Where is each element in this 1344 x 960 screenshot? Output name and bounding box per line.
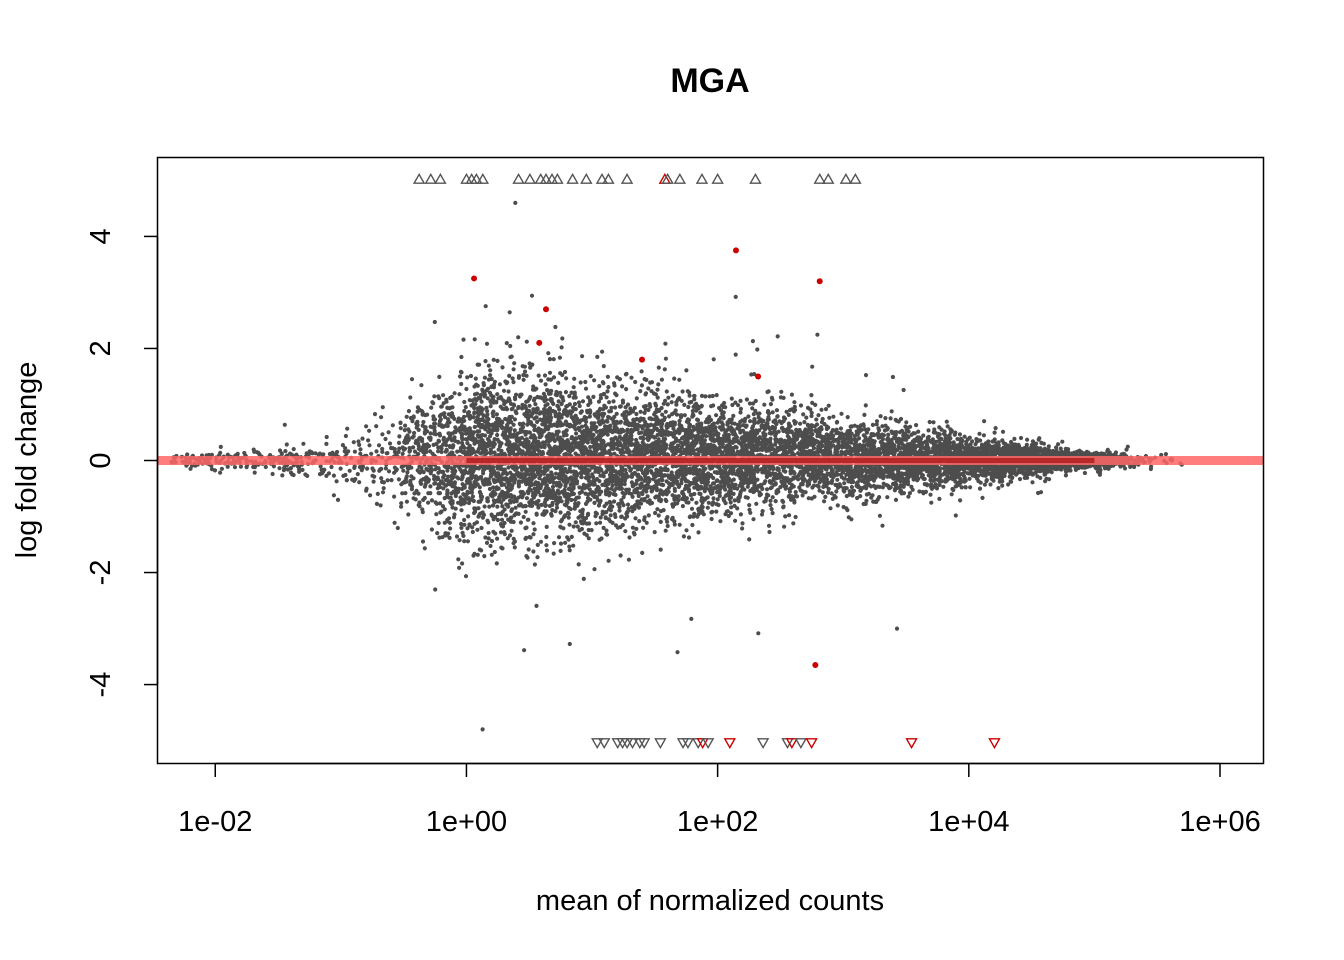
significant-point [536, 339, 543, 346]
x-tick-label: 1e+04 [928, 806, 1009, 838]
x-axis: 1e-02 1e+00 1e+02 1e+04 1e+06 [178, 762, 1261, 838]
clipped-up-triangle [849, 172, 862, 184]
clipped-down-triangle [794, 738, 808, 750]
clipped-up-triangle [523, 172, 537, 184]
y-tick-label: -4 [85, 672, 117, 698]
clipped-up-triangle [412, 172, 426, 184]
y-tick-label: 2 [85, 340, 117, 356]
clipped-up-triangle [695, 172, 709, 184]
clipped-down-triangle [591, 738, 604, 750]
clipped-up-triangle [580, 172, 593, 184]
y-tick-label: 0 [85, 452, 117, 468]
clipped-up-triangle [512, 172, 525, 184]
clipped-up-triangle [620, 172, 634, 184]
clipped-up-triangle [539, 172, 553, 184]
y-tick-label: -2 [85, 560, 117, 586]
significant-point [543, 306, 550, 313]
x-tick-label: 1e+02 [677, 806, 758, 838]
y-tick-label: 4 [85, 228, 117, 244]
clipped-down-triangle [681, 738, 695, 750]
clipped-down-triangle [654, 738, 667, 750]
clipped-down-triangle [905, 738, 918, 750]
significant-point [816, 278, 823, 285]
significant-point [639, 356, 646, 363]
significant-point [471, 275, 478, 282]
clipped-down-triangle [805, 738, 818, 750]
clipped-up-triangle [673, 172, 687, 184]
clipped-down-triangle [988, 738, 1001, 750]
points-layer [169, 200, 1184, 732]
x-tick-label: 1e+00 [426, 806, 507, 838]
clipped-up-triangle [839, 172, 853, 184]
clipped-up-triangle [661, 172, 674, 184]
clipped-down-triangle [756, 738, 770, 750]
clipped-down-triangle [785, 738, 799, 750]
clipped-up-triangle [749, 172, 762, 184]
x-tick-label: 1e+06 [1179, 806, 1260, 838]
clipped-up-triangle [566, 172, 579, 184]
y-axis-label: log fold change [11, 362, 43, 559]
background-points [169, 200, 1184, 732]
clipped-down-triangle [626, 738, 639, 750]
clipped-down-triangle [701, 738, 715, 750]
clipped-up-triangle [813, 172, 826, 184]
clipped-up-triangle [476, 172, 490, 184]
chart-title: MGA [670, 62, 749, 100]
clipped-down-triangle [723, 738, 737, 750]
y-axis: -4 -2 0 2 4 [85, 228, 159, 698]
clipped-up-triangle [822, 172, 835, 184]
x-axis-label: mean of normalized counts [536, 885, 884, 917]
clipped-up-triangle [551, 172, 564, 184]
clipped-up-triangle [470, 172, 483, 184]
significant-point [812, 661, 819, 668]
clipped-up-triangle [711, 172, 724, 184]
significant-point [732, 247, 739, 254]
clipped-up-triangle [595, 172, 609, 184]
significant-points-layer [471, 247, 823, 668]
significant-point [755, 373, 762, 380]
clipped-up-triangle [434, 172, 447, 184]
x-tick-label: 1e-02 [178, 806, 252, 838]
clipped-down-triangle [598, 738, 611, 750]
clipped-down-triangle [637, 738, 651, 750]
clipped-up-triangle [424, 172, 437, 184]
clipped-up-triangle [602, 172, 615, 184]
clipped-points-layer [412, 172, 1001, 750]
